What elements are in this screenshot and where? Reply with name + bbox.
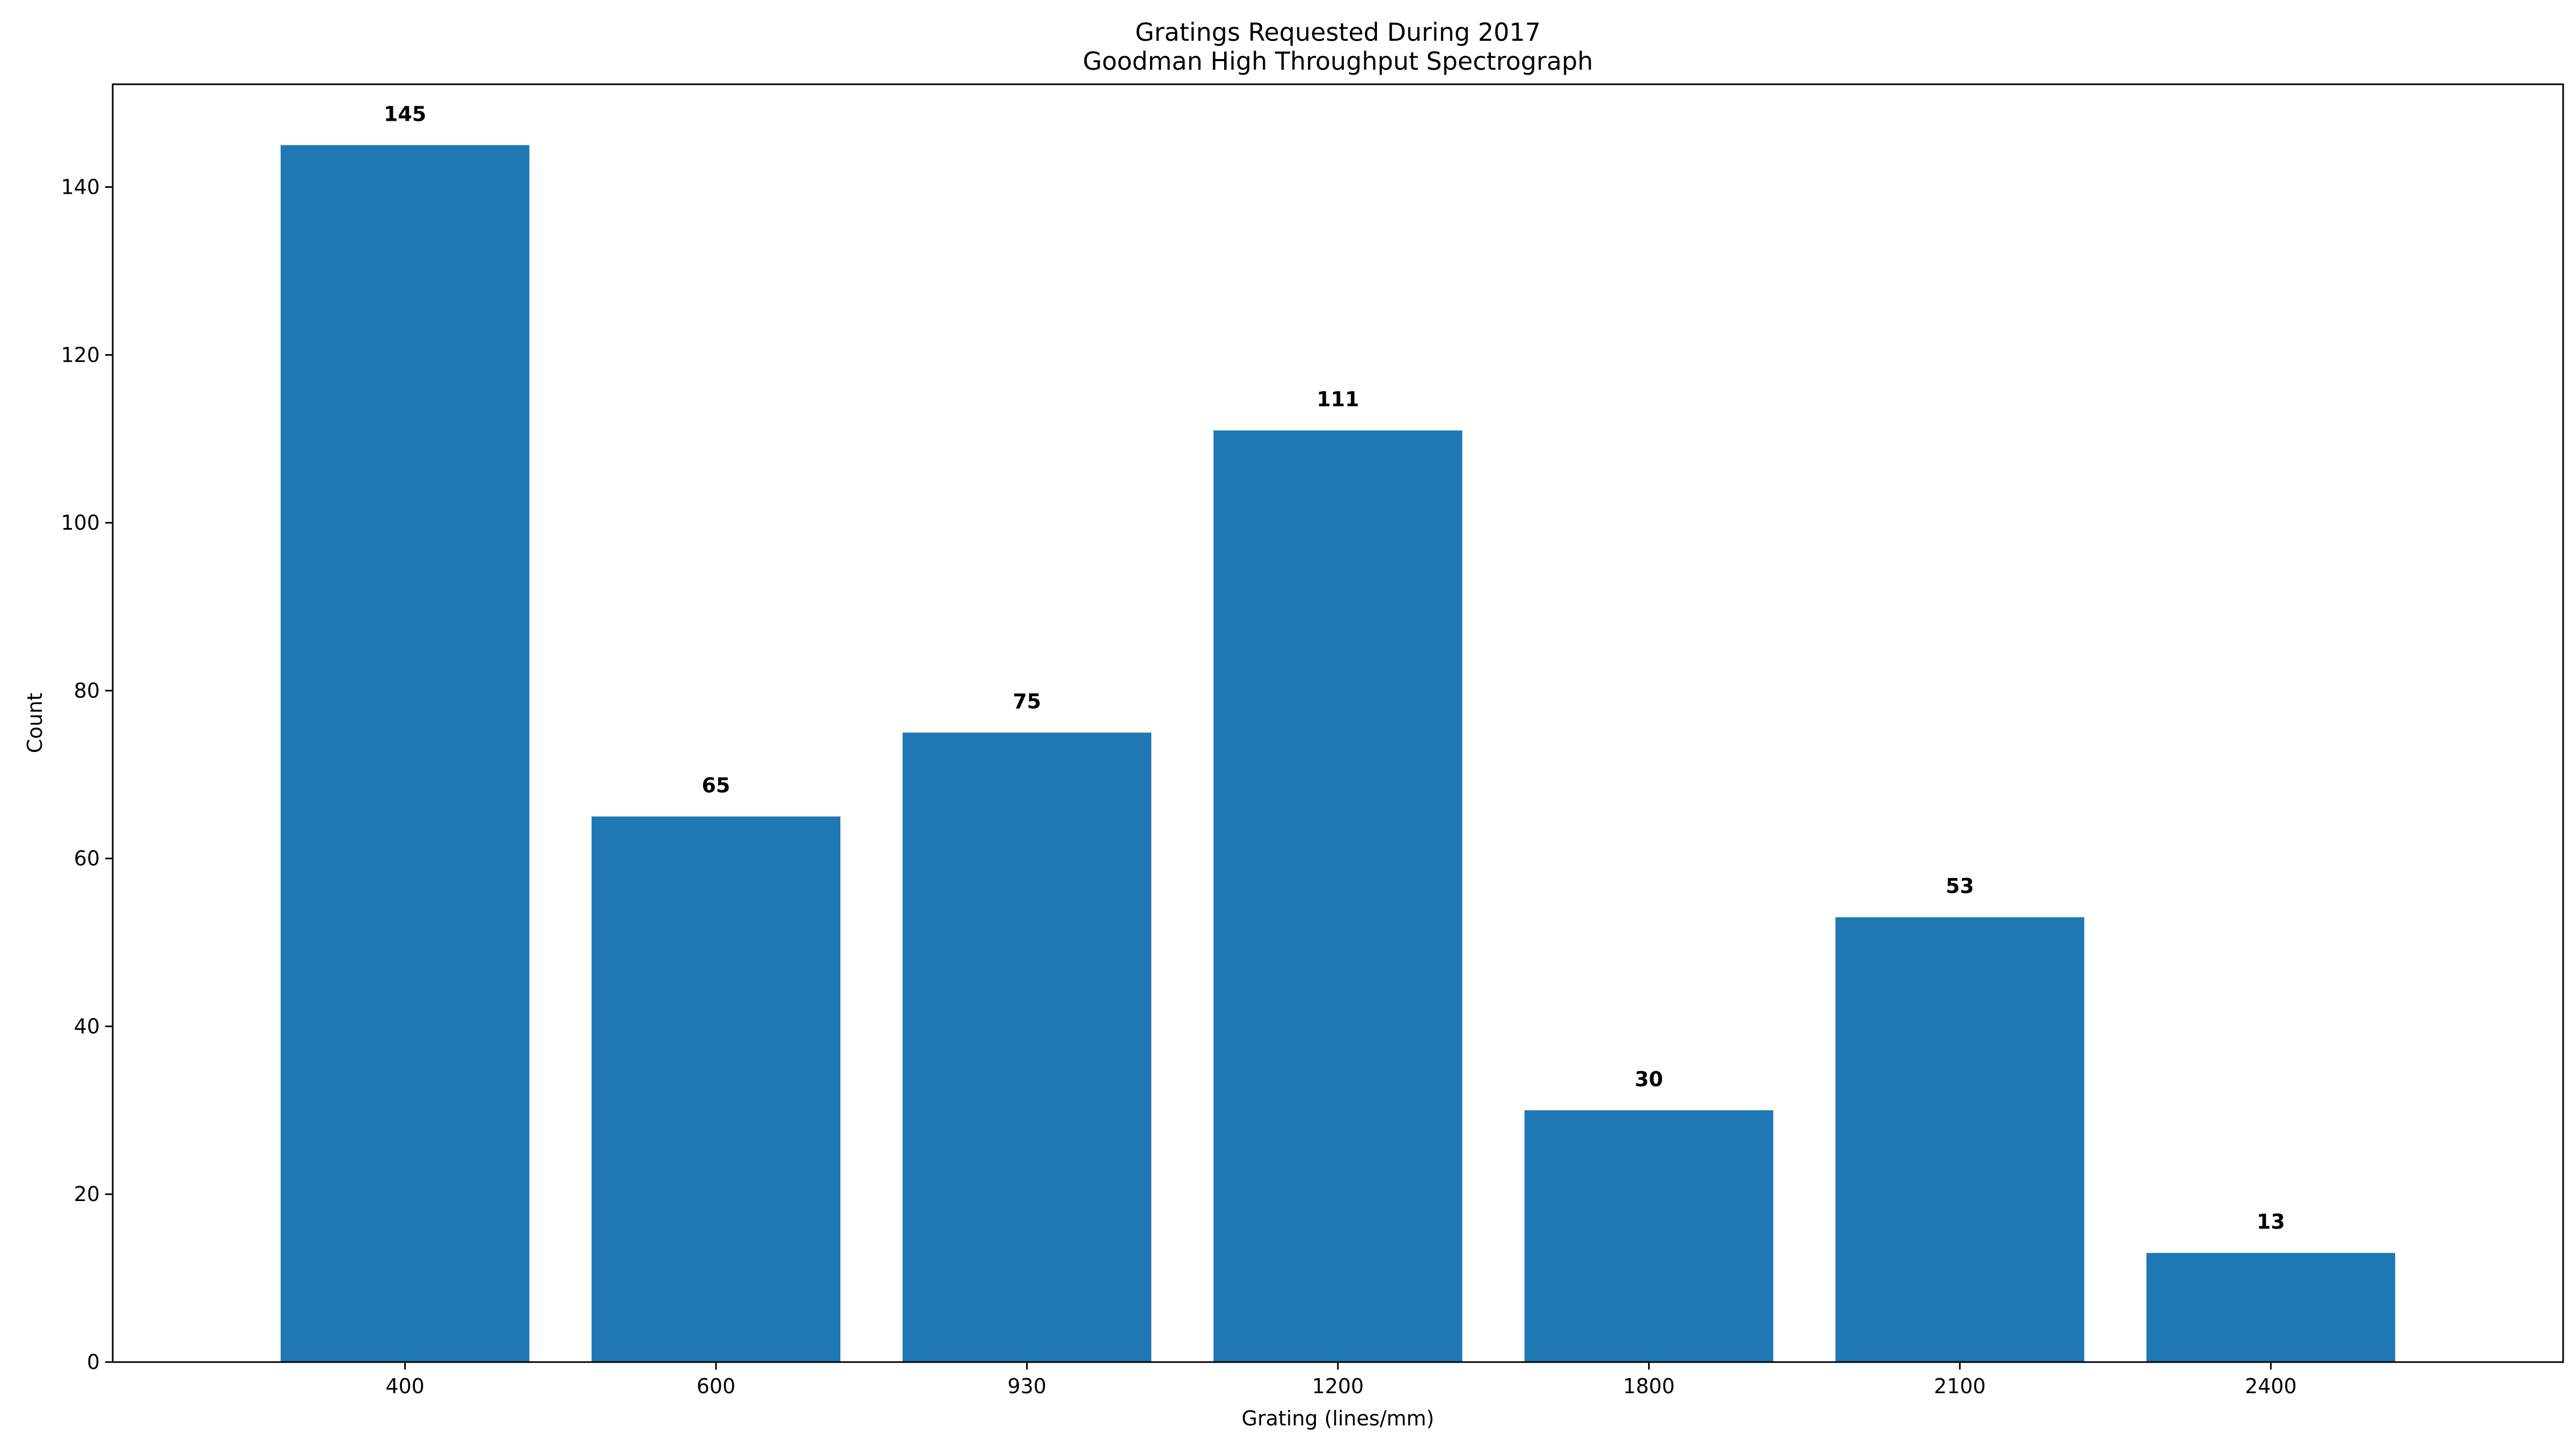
- bar: [280, 145, 530, 1363]
- bar-value-label: 30: [1635, 1067, 1663, 1091]
- chart-title: Gratings Requested During 2017: [1135, 18, 1541, 47]
- x-tick-label: 2100: [1934, 1374, 1986, 1398]
- bar: [1835, 917, 2084, 1362]
- x-tick-label: 2400: [2245, 1374, 2297, 1398]
- chart-subtitle: Goodman High Throughput Spectrograph: [1083, 47, 1593, 76]
- y-tick-label: 20: [74, 1182, 100, 1206]
- y-tick-label: 120: [61, 343, 100, 367]
- plot-area: 0 20 40 60 80 100 120 140 400 145 600 65 930 75 1200 11…: [61, 102, 2396, 1398]
- bar-value-label: 145: [384, 102, 426, 126]
- y-tick-label: 80: [74, 679, 100, 702]
- bar-value-label: 111: [1316, 387, 1359, 411]
- bar-value-label: 53: [1945, 874, 1974, 898]
- x-tick-label: 1200: [1312, 1374, 1364, 1398]
- y-tick-label: 100: [61, 511, 100, 535]
- y-tick-label: 40: [74, 1014, 100, 1038]
- bar: [1213, 430, 1462, 1362]
- y-axis-label: Count: [23, 693, 47, 753]
- y-tick-label: 60: [74, 847, 100, 870]
- x-tick-label: 930: [1007, 1374, 1046, 1398]
- y-tick-label: 0: [87, 1350, 100, 1374]
- bar: [591, 816, 840, 1362]
- x-tick-label: 400: [385, 1374, 425, 1398]
- bar: [902, 733, 1152, 1362]
- axes-frame: [112, 83, 2564, 1363]
- x-tick-label: 600: [697, 1374, 736, 1398]
- bar: [2146, 1253, 2396, 1362]
- y-tick-label: 140: [61, 175, 100, 199]
- bar-value-label: 75: [1013, 690, 1041, 713]
- bar-value-label: 65: [702, 773, 730, 797]
- x-axis-label: Grating (lines/mm): [1242, 1407, 1435, 1430]
- x-tick-label: 1800: [1623, 1374, 1675, 1398]
- bar-value-label: 13: [2257, 1210, 2285, 1234]
- bar: [1524, 1110, 1774, 1362]
